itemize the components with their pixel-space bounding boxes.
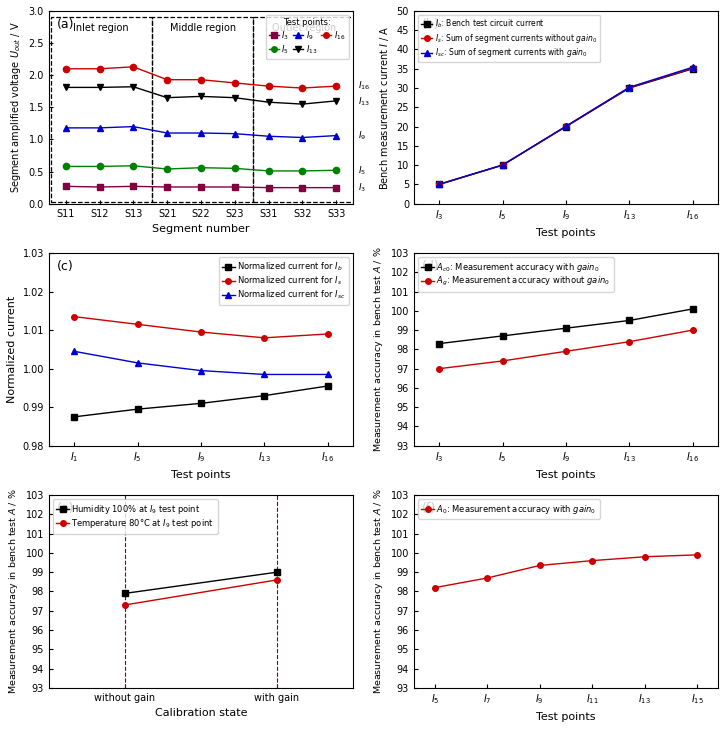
Text: Middle region: Middle region: [170, 23, 236, 34]
Text: Inlet region: Inlet region: [73, 23, 129, 34]
Y-axis label: Measurement accuracy in bench test $A$ / %: Measurement accuracy in bench test $A$ /…: [372, 488, 385, 694]
X-axis label: Test points: Test points: [536, 712, 596, 722]
Legend: $I_b$: Bench test circuit current, $I_s$: Sum of segment currents without $gain_: $I_b$: Bench test circuit current, $I_s$…: [418, 15, 600, 63]
Text: Outlet region: Outlet region: [272, 23, 336, 34]
Text: $I_3$: $I_3$: [358, 182, 366, 194]
Legend: $A_{c0}$: Measurement accuracy with $gain_0$, $A_g$: Measurement accuracy withou: $A_{c0}$: Measurement accuracy with $gai…: [418, 257, 614, 292]
X-axis label: Test points: Test points: [536, 228, 596, 238]
Bar: [51, 17, 152, 203]
Legend: Humidity 100% at $I_9$ test point, Temperature 80°C at $I_9$ test point: Humidity 100% at $I_9$ test point, Tempe…: [53, 499, 218, 534]
Text: (a): (a): [57, 17, 74, 31]
X-axis label: Segment number: Segment number: [152, 224, 249, 234]
Y-axis label: Measurement accuracy in bench test $A$ / %: Measurement accuracy in bench test $A$ /…: [7, 488, 20, 694]
X-axis label: Test points: Test points: [536, 470, 596, 480]
Text: (e): (e): [57, 502, 74, 515]
Legend: Normalized current for $I_b$, Normalized current for $I_s$, Normalized current f: Normalized current for $I_b$, Normalized…: [219, 257, 349, 305]
Legend: $I_3$, $I_5$, $I_9$, $I_{13}$, $I_{16}$: $I_3$, $I_5$, $I_9$, $I_{13}$, $I_{16}$: [265, 15, 349, 59]
Legend: $A_0$: Measurement accuracy with $gain_0$: $A_0$: Measurement accuracy with $gain_0…: [418, 499, 600, 519]
Text: (b): (b): [421, 17, 439, 31]
Text: $I_{16}$: $I_{16}$: [358, 80, 370, 93]
Text: (d): (d): [421, 260, 439, 273]
Text: $I_{13}$: $I_{13}$: [358, 95, 370, 108]
X-axis label: Test points: Test points: [171, 470, 231, 480]
X-axis label: Calibration state: Calibration state: [154, 709, 247, 718]
Text: $I_9$: $I_9$: [358, 129, 366, 142]
Text: (c): (c): [57, 260, 73, 273]
Y-axis label: Measurement accuracy in bench test $A$ / %: Measurement accuracy in bench test $A$ /…: [372, 246, 385, 452]
Text: (f): (f): [421, 502, 436, 515]
Bar: [152, 17, 253, 203]
Y-axis label: Normalized current: Normalized current: [7, 296, 17, 403]
Bar: [253, 17, 355, 203]
Text: $I_5$: $I_5$: [358, 164, 366, 176]
Y-axis label: Bench measurement current $I$ / A: Bench measurement current $I$ / A: [378, 25, 391, 190]
Y-axis label: Segment amplified voltage $U_{out}$ / V: Segment amplified voltage $U_{out}$ / V: [9, 21, 23, 193]
